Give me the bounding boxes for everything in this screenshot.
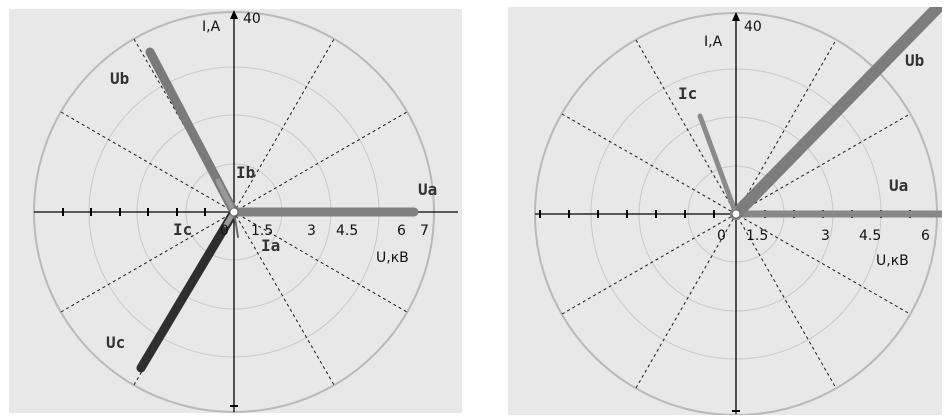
x-tick-label: 1.5 [746,228,768,244]
vector-label-ia: Ia [261,236,280,255]
phasor-diagram-right: I,A 40 U,кВ 0 1.5 3 4.5 6 Ua Ub Ic [508,7,942,415]
x-tick-label: 4.5 [336,223,358,239]
vector-label-ua: Ua [889,176,908,195]
vector-label-ic: Ic [678,84,697,103]
x-tick-label: 0 [717,228,726,244]
y-axis-arrow [230,10,238,19]
vector-ic [697,113,739,217]
vector-label-uc: Uc [106,333,125,352]
x-tick-label: 3 [821,228,830,244]
y-axis-arrow [732,12,740,21]
y-axis-max-label: 40 [243,11,261,27]
vector-label-ub: Ub [110,69,129,88]
vector-label-ib: Ib [236,163,255,182]
vector-ub [730,7,942,220]
origin-point [229,207,239,217]
y-axis-max-label: 40 [744,19,762,35]
phasor-plot-left: I,A 40 U,кВ 0 1.5 3 4.5 6 7 Ua Ub Uc Ia … [33,10,458,413]
x-tick-label: 3 [307,223,316,239]
x-tick-label: 1.5 [251,223,273,239]
x-axis-unit-label: U,кВ [376,250,409,266]
x-tick-label: 0 [220,223,229,239]
vector-label-ic: Ic [173,220,192,239]
x-tick-label: 6 [921,228,930,244]
vector-label-ub: Ub [905,51,924,70]
vector-ib [215,178,237,215]
x-tick-label: 4.5 [859,228,881,244]
origin-point [731,209,741,219]
phasor-plot-right: I,A 40 U,кВ 0 1.5 3 4.5 6 Ua Ub Ic [534,7,942,415]
x-tick-label: 7 [420,223,429,239]
phasor-diagram-left: I,A 40 U,кВ 0 1.5 3 4.5 6 7 Ua Ub Uc Ia … [9,9,462,413]
vector-uc [136,207,239,373]
x-axis-unit-label: U,кВ [876,253,909,269]
vector-label-ua: Ua [418,180,437,199]
y-axis-label: I,A [704,34,723,50]
x-tick-label: 6 [397,223,406,239]
y-axis-label: I,A [202,19,221,35]
